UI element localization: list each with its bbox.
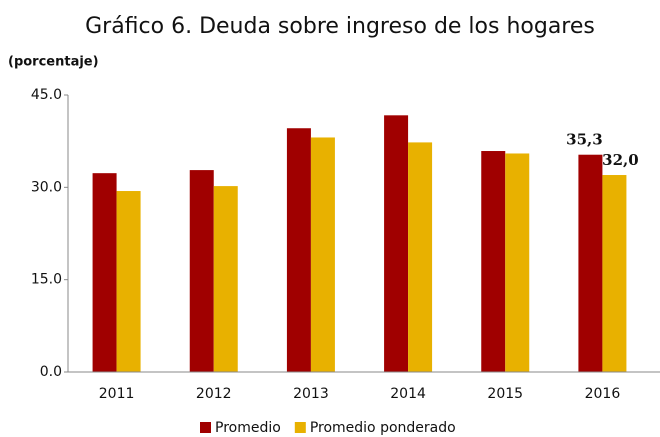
data-label: 35,3 [566,131,603,149]
chart-title: Gráfico 6. Deuda sobre ingreso de los ho… [85,14,595,39]
bar [384,115,409,373]
legend-swatch [294,422,306,433]
bar [602,175,627,372]
x-tick-label: 2011 [99,386,135,402]
bar [286,128,311,372]
bar [505,153,530,372]
y-tick-label: 0.0 [40,364,62,380]
bar [408,142,433,372]
y-axis-label: (porcentaje) [8,55,99,70]
legend-label: Promedio [215,420,281,436]
x-tick-label: 2015 [487,386,523,402]
y-tick-label: 15.0 [31,272,62,288]
y-tick-label: 45.0 [31,87,62,103]
bar [578,154,603,372]
bar [116,191,141,372]
legend-label: Promedio ponderado [310,420,456,436]
bar [481,151,506,372]
y-tick-label: 30.0 [31,179,62,195]
data-label: 32,0 [602,151,639,169]
x-tick-label: 2012 [196,386,232,402]
x-tick-label: 2016 [585,386,621,402]
x-tick-label: 2013 [293,386,329,402]
bar [310,137,335,372]
legend-swatch [200,422,211,433]
bar [189,170,214,372]
bar [213,186,238,372]
x-tick-label: 2014 [390,386,426,402]
bar [92,173,117,372]
